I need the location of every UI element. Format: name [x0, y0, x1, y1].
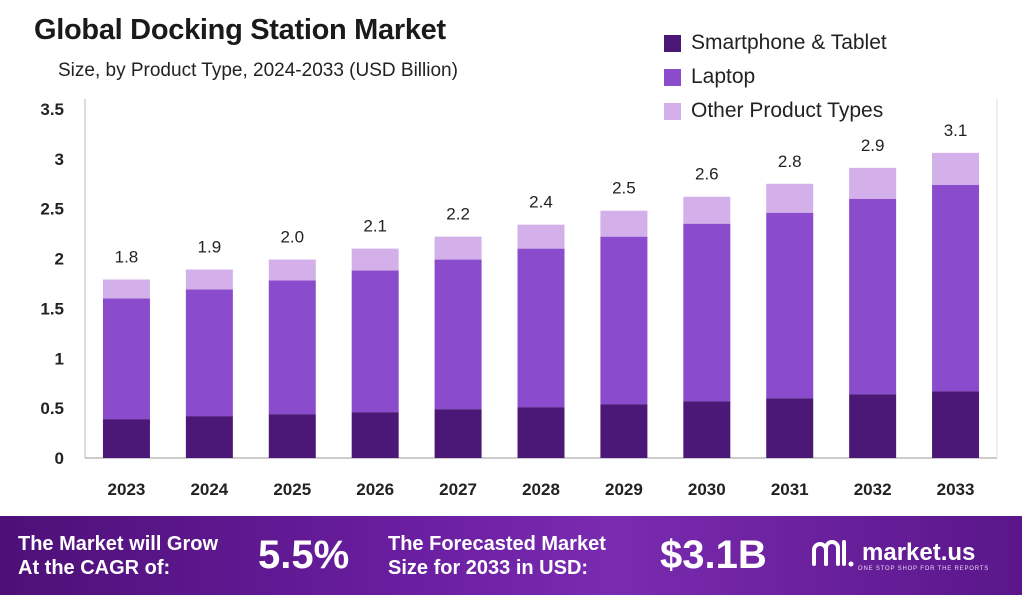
total-label-2026: 2.1	[363, 217, 387, 236]
bar-other-2026	[351, 248, 399, 271]
footer-banner: The Market will Grow At the CAGR of: 5.5…	[0, 516, 1022, 595]
bar-chart: 0 0.5 1 1.5 2 2.5 3 3.5 1.8 2023 1.9 2024 2.0 2025 2.1…	[40, 99, 998, 499]
bar-smartphone-2027	[434, 409, 482, 458]
legend-swatch-laptop	[664, 68, 681, 86]
x-tick-label: 2025	[273, 480, 311, 499]
legend-item-laptop: Laptop	[664, 60, 887, 94]
x-tick-label: 2033	[937, 480, 975, 499]
y-tick-label: 1.5	[40, 299, 64, 318]
bar-smartphone-2029	[600, 404, 648, 458]
bar-laptop-2024	[185, 289, 233, 417]
cagr-line1: The Market will Grow	[18, 533, 219, 555]
cagr-text: The Market will Grow At the CAGR of:	[18, 532, 218, 580]
legend-swatch-smartphone	[664, 34, 681, 52]
bar-smartphone-2028	[517, 407, 565, 458]
bar-other-2032	[849, 167, 897, 199]
bar-other-2025	[268, 259, 316, 281]
x-tick-label: 2029	[605, 480, 643, 499]
total-label-2032: 2.9	[861, 136, 885, 155]
total-label-2027: 2.2	[446, 205, 470, 224]
y-tick-label: 0	[55, 449, 64, 468]
y-tick-label: 1	[55, 349, 64, 368]
bar-laptop-2026	[351, 270, 399, 413]
bar-smartphone-2025	[268, 414, 316, 458]
legend-item-smartphone: Smartphone & Tablet	[664, 26, 887, 60]
legend-item-other: Other Product Types	[664, 94, 887, 128]
bar-laptop-2025	[268, 280, 316, 415]
y-tick-label: 2.5	[40, 200, 64, 219]
bar-smartphone-2031	[766, 398, 814, 458]
bar-laptop-2027	[434, 259, 482, 410]
bar-laptop-2031	[766, 212, 814, 399]
x-tick-label: 2028	[522, 480, 560, 499]
x-tick-label: 2024	[190, 480, 228, 499]
bar-laptop-2033	[932, 184, 980, 392]
brand-logo: market.us	[810, 536, 975, 570]
brand-name: market.us	[862, 539, 976, 566]
total-label-2031: 2.8	[778, 152, 802, 171]
total-label-2029: 2.5	[612, 179, 636, 198]
x-tick-label: 2032	[854, 480, 892, 499]
forecast-line2: Size for 2033 in USD:	[388, 557, 589, 579]
legend-label-smartphone: Smartphone & Tablet	[691, 31, 887, 54]
forecast-line1: The Forecasted Market	[388, 533, 606, 555]
total-label-2030: 2.6	[695, 165, 719, 184]
bar-smartphone-2026	[351, 412, 399, 458]
market-us-logo-icon	[812, 540, 854, 567]
x-tick-label: 2026	[356, 480, 394, 499]
chart-title: Global Docking Station Market	[34, 14, 446, 46]
bar-other-2031	[766, 183, 814, 213]
total-label-2033: 3.1	[944, 121, 968, 140]
x-tick-label: 2023	[108, 480, 146, 499]
y-tick-label: 3	[55, 150, 64, 169]
x-tick-label: 2030	[688, 480, 726, 499]
bar-other-2024	[185, 269, 233, 290]
bar-smartphone-2024	[185, 416, 233, 458]
bar-smartphone-2030	[683, 401, 731, 458]
legend: Smartphone & Tablet Laptop Other Product…	[664, 26, 887, 128]
chart-subtitle: Size, by Product Type, 2024-2033 (USD Bi…	[58, 60, 458, 81]
total-label-2024: 1.9	[198, 238, 222, 257]
total-label-2023: 1.8	[115, 248, 139, 267]
total-label-2025: 2.0	[280, 228, 304, 247]
bar-laptop-2028	[517, 248, 565, 408]
legend-swatch-other	[664, 102, 681, 120]
total-label-2028: 2.4	[529, 193, 553, 212]
bar-other-2030	[683, 196, 731, 224]
bar-other-2027	[434, 236, 482, 260]
bar-smartphone-2023	[102, 419, 150, 458]
bar-other-2033	[932, 152, 980, 185]
x-tick-label: 2031	[771, 480, 809, 499]
cagr-line2: At the CAGR of:	[18, 557, 171, 579]
legend-label-laptop: Laptop	[691, 65, 756, 88]
forecast-text: The Forecasted Market Size for 2033 in U…	[388, 532, 606, 580]
bar-other-2028	[517, 224, 565, 249]
bar-laptop-2032	[849, 198, 897, 395]
forecast-value: $3.1B	[660, 533, 767, 577]
brand-tagline: ONE STOP SHOP FOR THE REPORTS	[858, 566, 990, 572]
bar-smartphone-2033	[932, 391, 980, 458]
x-tick-label: 2027	[439, 480, 477, 499]
y-tick-label: 3.5	[40, 100, 64, 119]
bar-laptop-2023	[102, 298, 150, 420]
bar-other-2029	[600, 210, 648, 237]
legend-label-other: Other Product Types	[691, 99, 884, 122]
bar-laptop-2030	[683, 223, 731, 402]
cagr-value: 5.5%	[258, 533, 350, 577]
bar-other-2023	[102, 279, 150, 299]
bar-laptop-2029	[600, 236, 648, 405]
y-tick-label: 2	[55, 250, 64, 269]
bar-smartphone-2032	[849, 394, 897, 458]
y-tick-label: 0.5	[40, 399, 64, 418]
